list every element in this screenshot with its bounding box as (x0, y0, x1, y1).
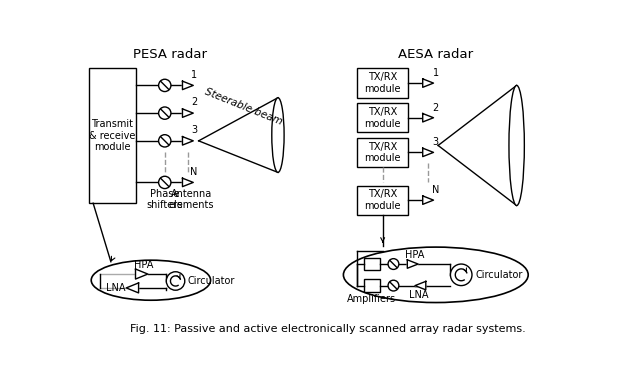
Polygon shape (182, 81, 193, 90)
Circle shape (388, 280, 399, 291)
Polygon shape (422, 196, 433, 204)
Ellipse shape (272, 98, 284, 172)
Circle shape (159, 176, 171, 189)
Text: 3: 3 (433, 137, 439, 147)
Text: HPA: HPA (404, 250, 424, 260)
Bar (364, 279, 380, 292)
Text: Amplifiers: Amplifiers (348, 294, 396, 304)
Text: Circulator: Circulator (188, 276, 236, 286)
Circle shape (159, 79, 171, 91)
Polygon shape (422, 148, 433, 156)
Text: Fig. 11: Passive and active electronically scanned array radar systems.: Fig. 11: Passive and active electronical… (130, 324, 526, 334)
Text: Transmit
& receive
module: Transmit & receive module (89, 119, 136, 152)
Text: TX/RX
module: TX/RX module (364, 142, 401, 163)
Text: TX/RX
module: TX/RX module (364, 72, 401, 94)
Text: 2: 2 (433, 103, 439, 113)
Bar (357, 186, 408, 215)
Text: Steerable beam: Steerable beam (203, 87, 284, 127)
Text: Phase
shifters: Phase shifters (147, 189, 183, 210)
Ellipse shape (344, 247, 528, 302)
Text: Circulator: Circulator (475, 270, 522, 280)
Text: Antenna
elements: Antenna elements (169, 189, 214, 210)
Ellipse shape (509, 85, 524, 206)
Polygon shape (422, 79, 433, 87)
Text: LNA: LNA (409, 290, 429, 300)
Polygon shape (136, 269, 148, 279)
Polygon shape (182, 109, 193, 117)
Text: 1: 1 (191, 70, 197, 80)
Bar (364, 258, 380, 270)
Polygon shape (182, 178, 193, 187)
Circle shape (388, 259, 399, 270)
Text: 3: 3 (191, 125, 197, 135)
Circle shape (159, 135, 171, 147)
Circle shape (159, 107, 171, 119)
Text: PESA radar: PESA radar (133, 48, 207, 61)
Text: TX/RX
module: TX/RX module (364, 107, 401, 129)
Text: N: N (190, 167, 198, 177)
Bar (357, 68, 408, 98)
Text: TX/RX
module: TX/RX module (364, 189, 401, 211)
Bar (357, 138, 408, 167)
Text: N: N (432, 185, 440, 195)
Polygon shape (126, 283, 139, 293)
Text: HPA: HPA (134, 260, 153, 270)
Polygon shape (407, 260, 418, 268)
Text: AESA radar: AESA radar (398, 48, 474, 61)
Polygon shape (415, 281, 426, 290)
Circle shape (166, 272, 185, 290)
Text: LNA: LNA (106, 283, 125, 293)
Bar (90, 68, 136, 203)
Polygon shape (422, 113, 433, 122)
Polygon shape (182, 136, 193, 145)
Text: 1: 1 (433, 68, 439, 78)
Text: 2: 2 (191, 98, 197, 107)
Circle shape (451, 264, 472, 286)
Bar (357, 103, 408, 132)
Ellipse shape (92, 260, 211, 300)
